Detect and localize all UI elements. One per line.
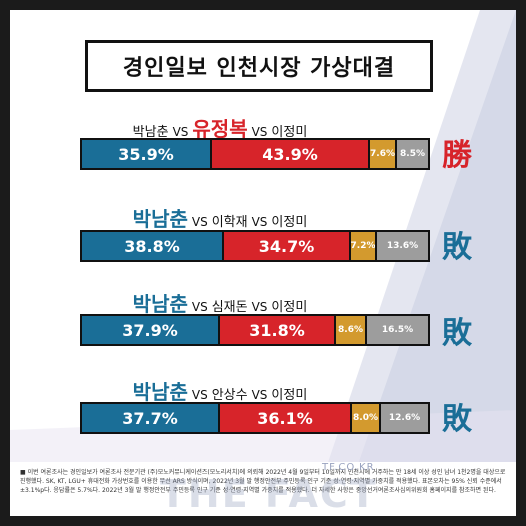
- candidate-2: 이학재: [211, 215, 248, 230]
- result-label-2: 敗: [442, 230, 472, 265]
- segment-other: 13.6%: [377, 232, 428, 260]
- candidate-1: 박남춘: [132, 292, 188, 316]
- segment-other: 8.5%: [397, 140, 428, 168]
- segment-other: 12.6%: [381, 404, 428, 432]
- segment-park: 37.9%: [82, 316, 220, 344]
- result-label-4: 敗: [442, 402, 472, 437]
- stacked-bar-2: 38.8% 34.7% 7.2% 13.6%: [80, 230, 430, 262]
- vs-label: VS: [191, 388, 208, 402]
- candidate-3: 이정미: [271, 125, 308, 140]
- candidate-1: 박남춘: [132, 125, 169, 140]
- survey-footnote: ■ 이번 여론조사는 경인일보가 여론조사 전문기관 (주)모노커뮤니케이션즈(…: [10, 462, 516, 516]
- candidate-1: 박남춘: [132, 207, 188, 231]
- watermark-brand: THE FACT: [160, 472, 378, 516]
- segment-lee: 8.6%: [336, 316, 367, 344]
- candidate-2: 유정복: [192, 117, 248, 141]
- segment-lee: 8.0%: [352, 404, 381, 432]
- page-title: 경인일보 인천시장 가상대결: [85, 40, 433, 92]
- candidate-2: 심재돈: [211, 300, 248, 315]
- segment-park: 37.7%: [82, 404, 220, 432]
- candidate-2: 안상수: [211, 388, 248, 403]
- matchup-label-4: 박남춘 VS 안상수 VS 이정미: [10, 376, 430, 405]
- vs-label: VS: [251, 300, 268, 314]
- candidate-3: 이정미: [271, 300, 308, 315]
- vs-label: VS: [251, 125, 268, 139]
- result-label-3: 敗: [442, 316, 472, 351]
- infographic-card: 경인일보 인천시장 가상대결 박남춘 VS 유정복 VS 이정미 35.9% 43.9% 7…: [10, 10, 516, 516]
- candidate-1: 박남춘: [132, 380, 188, 404]
- candidate-3: 이정미: [271, 215, 308, 230]
- segment-park: 35.9%: [82, 140, 212, 168]
- candidate-3: 이정미: [271, 388, 308, 403]
- vs-label: VS: [172, 125, 189, 139]
- segment-rival: 31.8%: [220, 316, 336, 344]
- segment-rival: 34.7%: [224, 232, 351, 260]
- watermark-url: TF.CO.KR: [322, 462, 375, 473]
- vs-label: VS: [191, 215, 208, 229]
- matchup-label-1: 박남춘 VS 유정복 VS 이정미: [10, 113, 430, 142]
- segment-other: 16.5%: [367, 316, 428, 344]
- segment-lee: 7.6%: [370, 140, 397, 168]
- stacked-bar-4: 37.7% 36.1% 8.0% 12.6%: [80, 402, 430, 434]
- segment-rival: 43.9%: [212, 140, 370, 168]
- segment-lee: 7.2%: [351, 232, 377, 260]
- vs-label: VS: [191, 300, 208, 314]
- stacked-bar-3: 37.9% 31.8% 8.6% 16.5%: [80, 314, 430, 346]
- segment-park: 38.8%: [82, 232, 224, 260]
- matchup-label-3: 박남춘 VS 심재돈 VS 이정미: [10, 288, 430, 317]
- matchup-label-2: 박남춘 VS 이학재 VS 이정미: [10, 203, 430, 232]
- result-label-1: 勝: [442, 138, 472, 173]
- segment-rival: 36.1%: [220, 404, 352, 432]
- vs-label: VS: [251, 388, 268, 402]
- stacked-bar-1: 35.9% 43.9% 7.6% 8.5%: [80, 138, 430, 170]
- vs-label: VS: [251, 215, 268, 229]
